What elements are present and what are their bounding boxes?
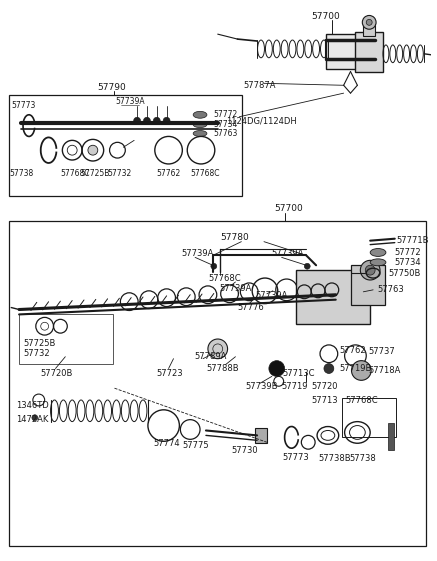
Text: 57732: 57732	[108, 169, 132, 178]
Bar	[19, 314, 112, 364]
Bar	[355, 32, 383, 71]
Text: 57737: 57737	[368, 347, 395, 356]
Text: 57768C: 57768C	[190, 169, 220, 178]
Text: 57713: 57713	[311, 397, 338, 406]
Text: 57738: 57738	[350, 454, 376, 463]
Text: 57739A: 57739A	[115, 96, 145, 105]
Bar	[388, 422, 394, 450]
Text: 57772: 57772	[214, 111, 238, 119]
Text: 57739A: 57739A	[255, 291, 288, 300]
Text: 57780: 57780	[221, 233, 250, 242]
Text: 57700: 57700	[274, 204, 302, 213]
Text: 57762: 57762	[340, 346, 366, 355]
Text: 57720: 57720	[311, 381, 338, 390]
Text: 57713C: 57713C	[283, 369, 315, 378]
Ellipse shape	[193, 122, 207, 127]
Circle shape	[211, 263, 217, 269]
Text: 57730: 57730	[232, 445, 258, 454]
Text: 57773: 57773	[11, 102, 35, 111]
Bar	[255, 427, 267, 443]
Circle shape	[304, 263, 310, 269]
Circle shape	[163, 117, 170, 124]
Circle shape	[362, 16, 376, 29]
Circle shape	[351, 361, 371, 380]
Text: 57725B: 57725B	[23, 339, 55, 348]
Text: 57768C: 57768C	[60, 169, 90, 178]
Text: 57700: 57700	[311, 12, 340, 21]
Circle shape	[153, 117, 160, 124]
Bar	[326, 34, 380, 68]
Text: 57750B: 57750B	[388, 269, 420, 278]
Ellipse shape	[370, 259, 386, 266]
Circle shape	[88, 145, 98, 155]
Text: 57776: 57776	[237, 303, 264, 312]
Circle shape	[366, 20, 372, 25]
Text: 57723: 57723	[157, 369, 184, 378]
Text: 57738: 57738	[9, 169, 34, 178]
Text: 57773: 57773	[283, 453, 309, 462]
Circle shape	[208, 339, 228, 358]
Circle shape	[269, 361, 284, 376]
Text: 1124DG/1124DH: 1124DG/1124DH	[225, 116, 296, 125]
Text: 57718A: 57718A	[368, 366, 401, 375]
Text: 1472AK: 1472AK	[16, 415, 49, 424]
Text: 57771B: 57771B	[397, 236, 429, 245]
Text: 57719: 57719	[282, 381, 308, 390]
Text: 57734: 57734	[395, 258, 421, 267]
Text: 57768C: 57768C	[346, 397, 378, 406]
Text: 57775: 57775	[182, 441, 209, 450]
Ellipse shape	[370, 249, 386, 256]
Text: 57774: 57774	[154, 439, 180, 448]
Ellipse shape	[193, 131, 207, 136]
Bar	[342, 398, 396, 438]
Text: 57768C: 57768C	[208, 274, 240, 283]
Text: 57762: 57762	[157, 169, 181, 178]
Bar	[9, 221, 426, 545]
Circle shape	[143, 117, 150, 124]
Bar	[9, 95, 243, 196]
Text: 57739A: 57739A	[181, 249, 214, 258]
Text: 57790: 57790	[97, 83, 125, 92]
Text: 57787A: 57787A	[243, 81, 276, 90]
Circle shape	[365, 265, 375, 275]
Text: 57734: 57734	[214, 120, 238, 129]
Text: 57739A: 57739A	[220, 284, 252, 293]
Bar	[363, 22, 375, 36]
Text: 57738B: 57738B	[318, 454, 350, 463]
Text: 57772: 57772	[395, 248, 421, 257]
Text: 57725B: 57725B	[80, 169, 109, 178]
Circle shape	[134, 117, 141, 124]
Text: 57720B: 57720B	[41, 369, 73, 378]
Text: 57739A: 57739A	[272, 249, 304, 258]
Text: 57788B: 57788B	[206, 364, 239, 373]
Text: 57789A: 57789A	[194, 352, 226, 361]
Text: 57763: 57763	[214, 129, 238, 138]
Ellipse shape	[193, 111, 207, 118]
Text: 57719B: 57719B	[340, 364, 372, 373]
Bar	[296, 270, 370, 324]
Text: 1346TD: 1346TD	[16, 401, 49, 411]
Text: 57732: 57732	[23, 350, 50, 358]
Circle shape	[324, 364, 334, 374]
Text: 57763: 57763	[377, 286, 404, 295]
Bar	[350, 265, 385, 305]
Text: 57739B: 57739B	[245, 381, 278, 390]
Circle shape	[32, 415, 38, 421]
Circle shape	[361, 260, 380, 280]
